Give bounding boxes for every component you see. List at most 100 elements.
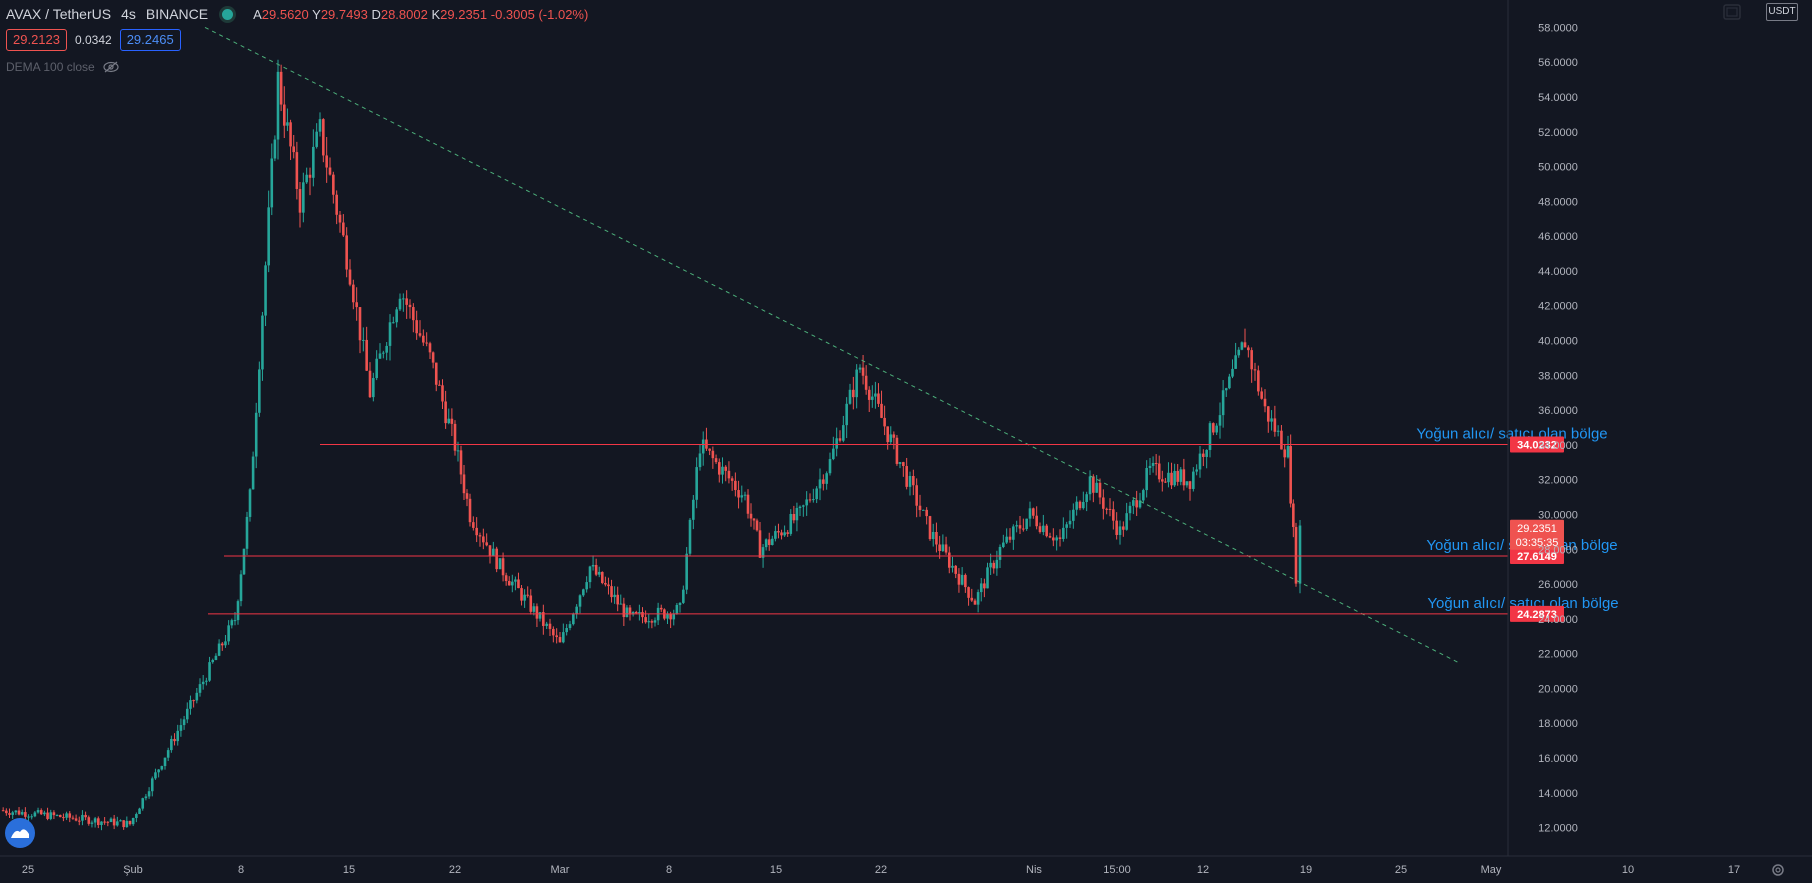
candle-body [438,384,441,386]
close-key: K [431,6,441,22]
candle-body [529,595,533,612]
candle-body [345,235,348,270]
level-price-label: 34.0232 [1517,439,1557,451]
candle-body [514,579,517,582]
market-status-icon[interactable] [222,8,234,20]
candle-body [415,320,418,334]
candle-body [286,122,289,126]
tradingview-logo-icon[interactable] [5,818,35,848]
low-value: 28.8002 [380,6,428,22]
candle-body [780,532,783,536]
symbol-title[interactable]: AVAX / TetherUS [6,6,112,22]
fullscreen-icon[interactable] [1722,3,1742,21]
candle-body [27,816,30,818]
candle-body [1164,481,1167,483]
candle-body [1078,501,1082,509]
candle-body [764,539,768,548]
level-price-tag [1510,605,1564,622]
candle-body [179,725,183,731]
candle-body [1260,391,1263,399]
candle-body [87,817,91,824]
candle-body [214,655,218,661]
candle-body [1234,355,1237,369]
bid-button[interactable]: 29.2123 [6,29,67,51]
candle-body [755,520,759,531]
y-tick-label: 12.0000 [1538,823,1578,835]
candle-body [352,284,355,303]
candle-body [517,579,520,589]
candle-body [825,473,828,484]
candle-body [298,189,302,213]
candle-body [33,812,37,817]
candle-body [758,530,762,558]
candle-body [1085,494,1088,502]
ohlc-values: A29.5620 Y29.7493 D28.8002 K29.2351 -0.3… [253,7,588,22]
y-tick-label: 26.0000 [1538,579,1578,591]
currency-badge[interactable]: USDT [1766,3,1798,21]
candle-body [889,434,893,443]
time-axis[interactable]: 25 Şub 8 15 22 Mar 8 15 22 Nis 15:00 12 19 25 May 10 17 [0,855,1812,876]
candle-body [1012,526,1015,540]
candle-body [385,345,388,353]
candle-body [752,518,756,521]
candle-body [8,813,11,815]
candle-body [698,453,702,468]
candle-body [1188,481,1192,489]
open-value: 29.5620 [261,6,309,22]
x-tick-label: 8 [238,864,244,876]
candle-body [631,612,635,615]
ask-button[interactable]: 29.2465 [119,29,181,51]
candle-body [11,812,14,815]
candles-layer [1,59,1302,831]
candle-body [832,448,835,460]
candle-body [1157,463,1161,480]
candle-body [619,603,623,605]
candle-body [106,821,110,823]
candle-body [795,508,799,521]
candle-body [724,466,728,471]
candle-body [1228,376,1231,389]
candle-body [983,583,986,589]
candle-body [273,139,277,159]
candle-body [886,426,889,443]
indicator-legend[interactable]: DEMA 100 close [6,60,119,74]
candle-body [1283,449,1287,458]
candle-body [588,566,592,583]
trend-line[interactable] [204,26,1459,663]
candle-body [504,575,508,582]
candle-body [672,613,676,620]
candle-body [93,818,97,823]
candle-body [170,738,173,751]
x-tick-label: Mar [551,864,570,876]
candle-body [338,214,342,223]
candle-body [1167,472,1170,483]
price-axis[interactable]: 12.0000 14.0000 16.0000 18.0000 20.0000 22.00… [1507,0,1578,856]
candle-body [348,269,352,285]
candle-body [998,546,1002,560]
chart-header: AVAX / TetherUS 4s BINANCE A29.5620 Y29.… [6,4,588,24]
candle-body [777,531,780,533]
level-price-tag [1510,436,1564,453]
candle-body [915,485,918,506]
candle-body [947,552,951,568]
candle-body [1224,388,1228,391]
y-tick-label: 16.0000 [1538,753,1578,765]
interval-label[interactable]: 4s [121,6,136,22]
candle-body [325,155,328,168]
candle-body [217,643,221,656]
candle-body [14,810,18,813]
candle-body [368,370,372,398]
candle-body [1035,515,1038,527]
eye-hidden-icon[interactable] [103,61,119,73]
candle-body [669,613,672,620]
candle-body [444,401,447,424]
gear-icon[interactable] [1770,862,1786,878]
candle-body [459,450,463,475]
candle-body [125,820,129,828]
candle-body [74,818,78,821]
candle-body [1115,520,1118,535]
candle-body [355,302,358,308]
level-annotation[interactable]: Yoğun alıcı/ satıcı olan bölge [1427,595,1618,612]
candle-body [653,620,657,623]
